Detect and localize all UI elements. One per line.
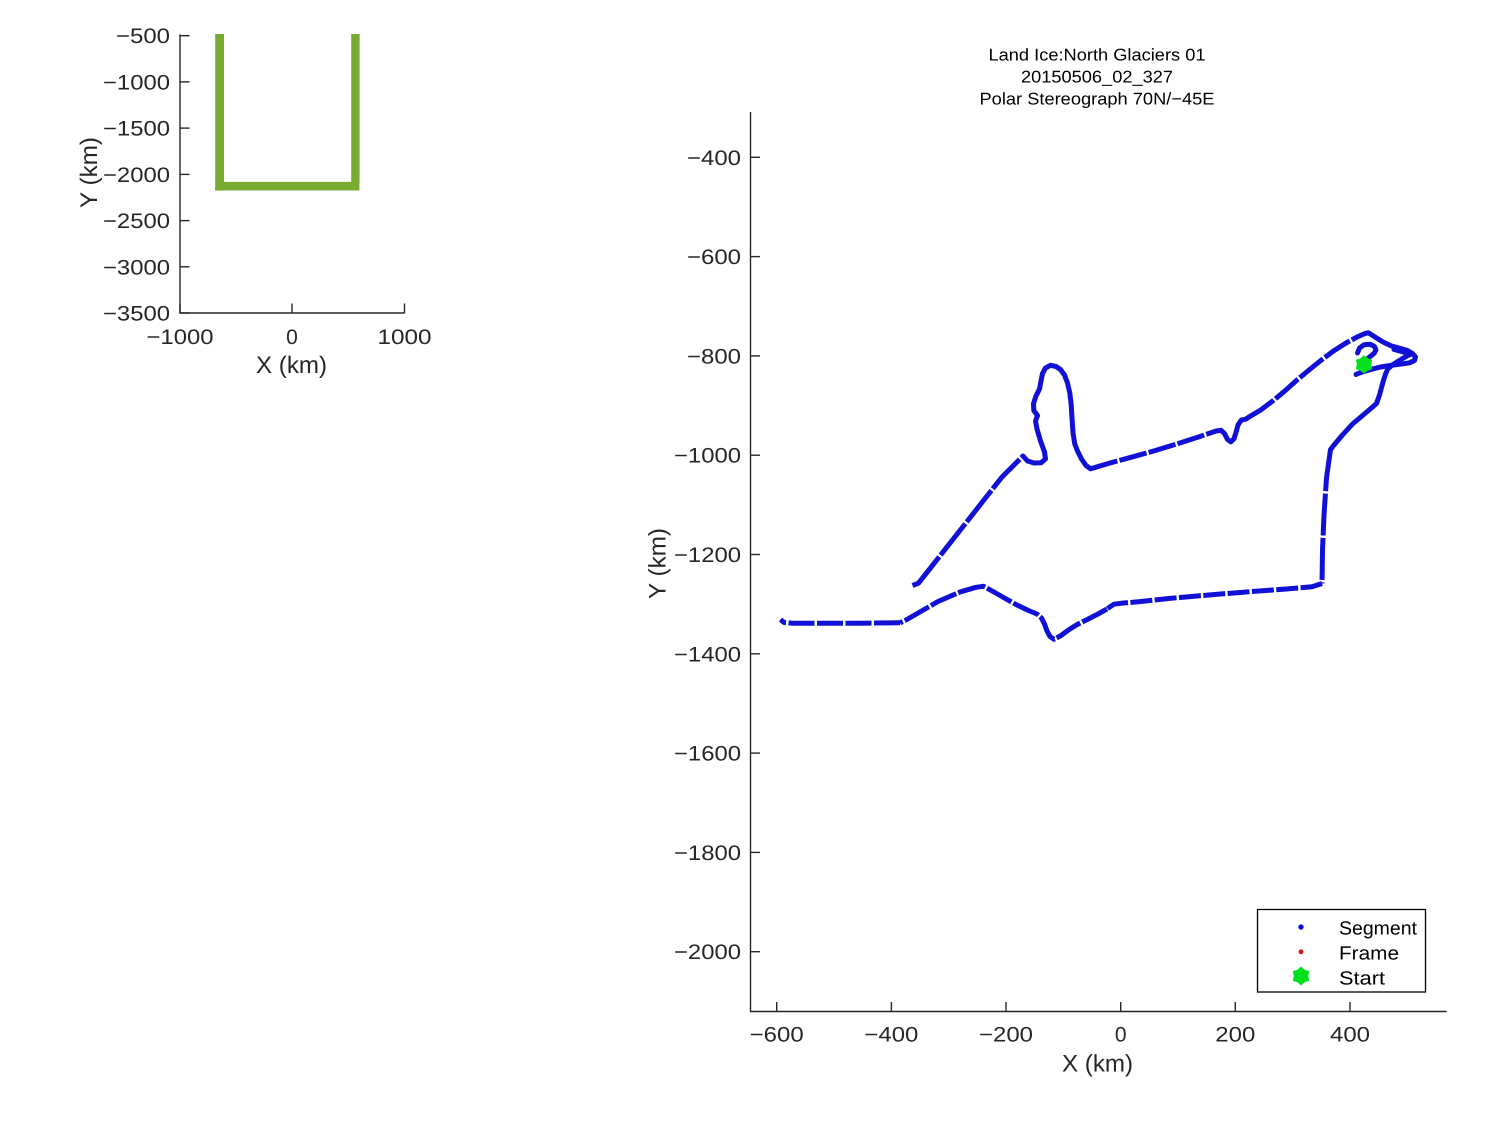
svg-text:−200: −200 <box>979 1024 1033 1047</box>
svg-text:−1800: −1800 <box>674 842 741 865</box>
svg-text:−600: −600 <box>687 246 741 269</box>
svg-text:−1000: −1000 <box>674 445 741 468</box>
svg-text:Frame: Frame <box>1339 944 1399 965</box>
svg-text:−600: −600 <box>750 1024 804 1047</box>
svg-text:Y (km): Y (km) <box>645 528 672 599</box>
svg-text:Segment: Segment <box>1339 919 1418 940</box>
svg-text:−1600: −1600 <box>674 743 741 766</box>
svg-text:0: 0 <box>286 326 298 349</box>
svg-text:Land Ice:North Glaciers 01: Land Ice:North Glaciers 01 <box>989 46 1206 65</box>
svg-text:−1400: −1400 <box>674 643 741 666</box>
svg-text:Start: Start <box>1339 969 1386 990</box>
svg-text:Y (km): Y (km) <box>76 137 103 208</box>
svg-text:−3000: −3000 <box>103 256 170 279</box>
svg-text:X (km): X (km) <box>256 352 327 379</box>
svg-text:−500: −500 <box>116 25 170 48</box>
svg-text:−3500: −3500 <box>103 303 170 326</box>
svg-text:200: 200 <box>1215 1024 1255 1047</box>
svg-text:−800: −800 <box>687 345 741 368</box>
svg-text:−1000: −1000 <box>103 71 170 94</box>
svg-text:1000: 1000 <box>378 326 432 349</box>
svg-text:−2500: −2500 <box>103 210 170 233</box>
svg-text:−2000: −2000 <box>674 941 741 964</box>
svg-text:−1000: −1000 <box>147 326 214 349</box>
svg-text:X (km): X (km) <box>1062 1051 1133 1078</box>
svg-text:−1200: −1200 <box>674 544 741 567</box>
svg-text:−400: −400 <box>864 1024 918 1047</box>
svg-text:−1500: −1500 <box>103 118 170 141</box>
svg-text:−2000: −2000 <box>103 164 170 187</box>
svg-text:20150506_02_327: 20150506_02_327 <box>1021 68 1173 87</box>
svg-text:−400: −400 <box>687 147 741 170</box>
svg-text:0: 0 <box>1115 1024 1127 1047</box>
svg-text:400: 400 <box>1330 1024 1370 1047</box>
svg-text:Polar Stereograph 70N/−45E: Polar Stereograph 70N/−45E <box>980 90 1215 109</box>
